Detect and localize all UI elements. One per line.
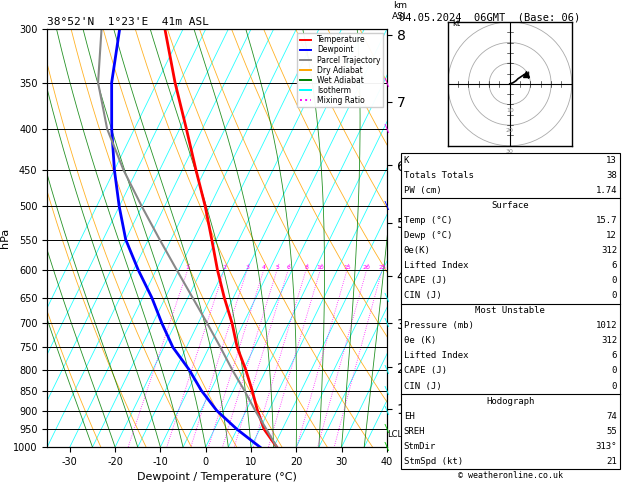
Text: 04.05.2024  06GMT  (Base: 06): 04.05.2024 06GMT (Base: 06)	[399, 12, 581, 22]
Text: 6: 6	[286, 265, 290, 270]
Text: 2: 2	[223, 265, 226, 270]
Text: 5: 5	[275, 265, 279, 270]
Text: 8: 8	[304, 265, 308, 270]
Text: Surface: Surface	[491, 201, 529, 210]
Text: 0: 0	[611, 366, 617, 376]
X-axis label: Dewpoint / Temperature (°C): Dewpoint / Temperature (°C)	[137, 472, 297, 483]
Text: \: \	[384, 424, 390, 434]
Text: PW (cm): PW (cm)	[404, 186, 442, 195]
Text: km
ASL: km ASL	[392, 1, 409, 21]
Text: 25: 25	[378, 265, 386, 270]
Text: θe(K): θe(K)	[404, 246, 431, 255]
Text: 312: 312	[601, 246, 617, 255]
Text: 30: 30	[506, 149, 514, 154]
Text: θe (K): θe (K)	[404, 336, 436, 346]
Text: Lifted Index: Lifted Index	[404, 351, 469, 361]
Text: 74: 74	[606, 412, 617, 421]
Text: 1.74: 1.74	[596, 186, 617, 195]
Text: \: \	[384, 78, 390, 87]
Text: \: \	[384, 202, 390, 211]
Text: Temp (°C): Temp (°C)	[404, 216, 452, 225]
Text: Hodograph: Hodograph	[486, 397, 534, 406]
Text: K: K	[404, 156, 409, 165]
Text: 10: 10	[316, 265, 324, 270]
Text: 38°52'N  1°23'E  41m ASL: 38°52'N 1°23'E 41m ASL	[47, 17, 209, 27]
Text: © weatheronline.co.uk: © weatheronline.co.uk	[458, 471, 562, 480]
Text: 20: 20	[506, 128, 514, 133]
Text: SREH: SREH	[404, 427, 425, 436]
Text: CIN (J): CIN (J)	[404, 382, 442, 391]
Text: StmSpd (kt): StmSpd (kt)	[404, 457, 463, 466]
Text: 13: 13	[606, 156, 617, 165]
Text: 313°: 313°	[596, 442, 617, 451]
Text: 1: 1	[186, 265, 190, 270]
Text: Totals Totals: Totals Totals	[404, 171, 474, 180]
Text: 15: 15	[343, 265, 351, 270]
Text: CAPE (J): CAPE (J)	[404, 276, 447, 285]
Text: kt: kt	[452, 19, 460, 28]
Text: 15.7: 15.7	[596, 216, 617, 225]
Text: LCL: LCL	[387, 430, 402, 438]
Text: \: \	[384, 442, 390, 452]
Text: StmDir: StmDir	[404, 442, 436, 451]
Text: 1012: 1012	[596, 321, 617, 330]
Text: 12: 12	[606, 231, 617, 240]
Text: 38: 38	[606, 171, 617, 180]
Text: 6: 6	[611, 261, 617, 270]
Text: Most Unstable: Most Unstable	[475, 306, 545, 315]
Text: \: \	[384, 318, 390, 329]
Text: 21: 21	[606, 457, 617, 466]
Text: \: \	[384, 386, 390, 396]
Text: Pressure (mb): Pressure (mb)	[404, 321, 474, 330]
Text: CAPE (J): CAPE (J)	[404, 366, 447, 376]
Text: EH: EH	[404, 412, 415, 421]
Text: \: \	[384, 293, 390, 303]
Text: CIN (J): CIN (J)	[404, 291, 442, 300]
Text: 0: 0	[611, 382, 617, 391]
Text: \: \	[384, 124, 390, 134]
Text: 55: 55	[606, 427, 617, 436]
Text: \: \	[384, 364, 390, 375]
Text: 312: 312	[601, 336, 617, 346]
Text: 20: 20	[363, 265, 370, 270]
Text: Lifted Index: Lifted Index	[404, 261, 469, 270]
Y-axis label: hPa: hPa	[0, 228, 10, 248]
Legend: Temperature, Dewpoint, Parcel Trajectory, Dry Adiabat, Wet Adiabat, Isotherm, Mi: Temperature, Dewpoint, Parcel Trajectory…	[298, 33, 383, 107]
Text: 4: 4	[262, 265, 266, 270]
Text: 0: 0	[611, 276, 617, 285]
Text: 6: 6	[611, 351, 617, 361]
Text: \: \	[384, 405, 390, 416]
Text: 10: 10	[506, 107, 514, 113]
Text: 3: 3	[245, 265, 249, 270]
Text: Dewp (°C): Dewp (°C)	[404, 231, 452, 240]
Text: Mixing Ratio (g/kg): Mixing Ratio (g/kg)	[428, 195, 437, 281]
Text: 0: 0	[611, 291, 617, 300]
